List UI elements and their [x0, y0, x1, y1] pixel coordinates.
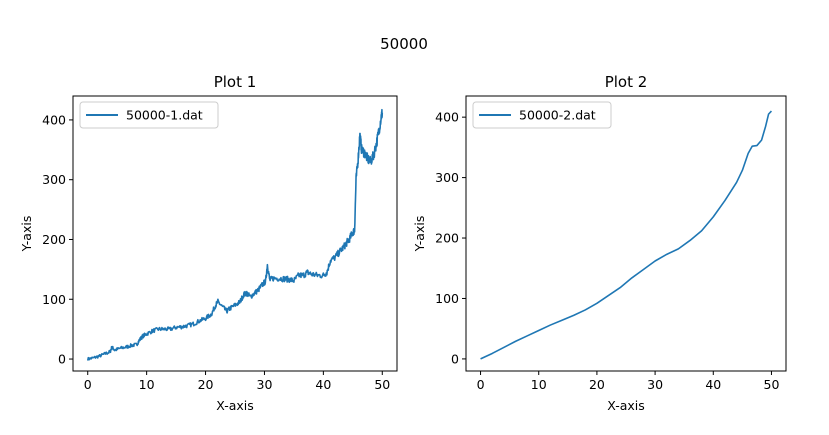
plot-2-x-tick-label: 10	[531, 377, 547, 392]
plot-2-frame	[465, 95, 787, 372]
plot-1-x-tick-label: 10	[139, 377, 155, 392]
plot-2-legend-label: 50000-2.dat	[519, 108, 596, 123]
plot-1-x-tick-label: 20	[198, 377, 214, 392]
plot-2-legend-box	[472, 101, 612, 129]
plot-2-ticks: 0 10 20 30 40 50 0 100 200 300 400	[435, 110, 779, 392]
plot-2-x-tick-label: 20	[589, 377, 605, 392]
plot-1-x-tick-label: 50	[374, 377, 390, 392]
plot-1-ticks: 0 10 20 30 40 50 0 100 200 300 400	[42, 112, 390, 392]
plot-1-y-tick-label: 100	[42, 292, 66, 307]
plot-1-x-tick-label: 0	[84, 377, 92, 392]
plot-1-x-tick-label: 40	[315, 377, 331, 392]
plot-1-legend-box	[79, 101, 219, 129]
plot-2-y-tick-label: 300	[435, 170, 459, 185]
plot-2-legend: 50000-2.dat	[472, 101, 612, 129]
plot-2-y-tick-label: 200	[435, 231, 459, 246]
plot-2-series-line	[480, 110, 773, 360]
plot-2-title: Plot 2	[605, 73, 648, 91]
plot-1-x-tick-label: 30	[257, 377, 273, 392]
plot-2-y-tick-label: 400	[435, 110, 459, 125]
figure-title: 50000	[380, 35, 428, 53]
plot-2-y-tick-label: 0	[451, 351, 459, 366]
plot-1-frame	[72, 95, 398, 372]
plot-1-x-axis-label: X-axis	[216, 398, 254, 413]
plot-1-y-axis-label: Y-axis	[19, 216, 34, 253]
plot-1-legend-label: 50000-1.dat	[126, 108, 203, 123]
subplot-2: Plot 2 X-axis Y-axis 0 10 20 30 40 50 0 100 200 3…	[412, 73, 787, 413]
plot-1-y-tick-label: 0	[58, 352, 66, 367]
plot-2-x-axis-label: X-axis	[607, 398, 645, 413]
plot-1-y-tick-label: 400	[42, 112, 66, 127]
plot-2-x-tick-label: 0	[477, 377, 485, 392]
plot-1-title: Plot 1	[214, 73, 257, 91]
plot-2-y-tick-label: 100	[435, 291, 459, 306]
plot-2-x-tick-label: 30	[647, 377, 663, 392]
plot-1-y-tick-label: 300	[42, 172, 66, 187]
plot-2-y-axis-label: Y-axis	[412, 216, 427, 253]
plot-1-y-tick-label: 200	[42, 232, 66, 247]
plot-1-series-line	[86, 108, 384, 361]
plot-2-x-tick-label: 50	[764, 377, 780, 392]
plot-1-legend: 50000-1.dat	[79, 101, 219, 129]
subplot-1: Plot 1 X-axis Y-axis 0 10 20 30 40 50 0 100 200 3…	[19, 73, 398, 413]
plot-2-x-tick-label: 40	[705, 377, 721, 392]
